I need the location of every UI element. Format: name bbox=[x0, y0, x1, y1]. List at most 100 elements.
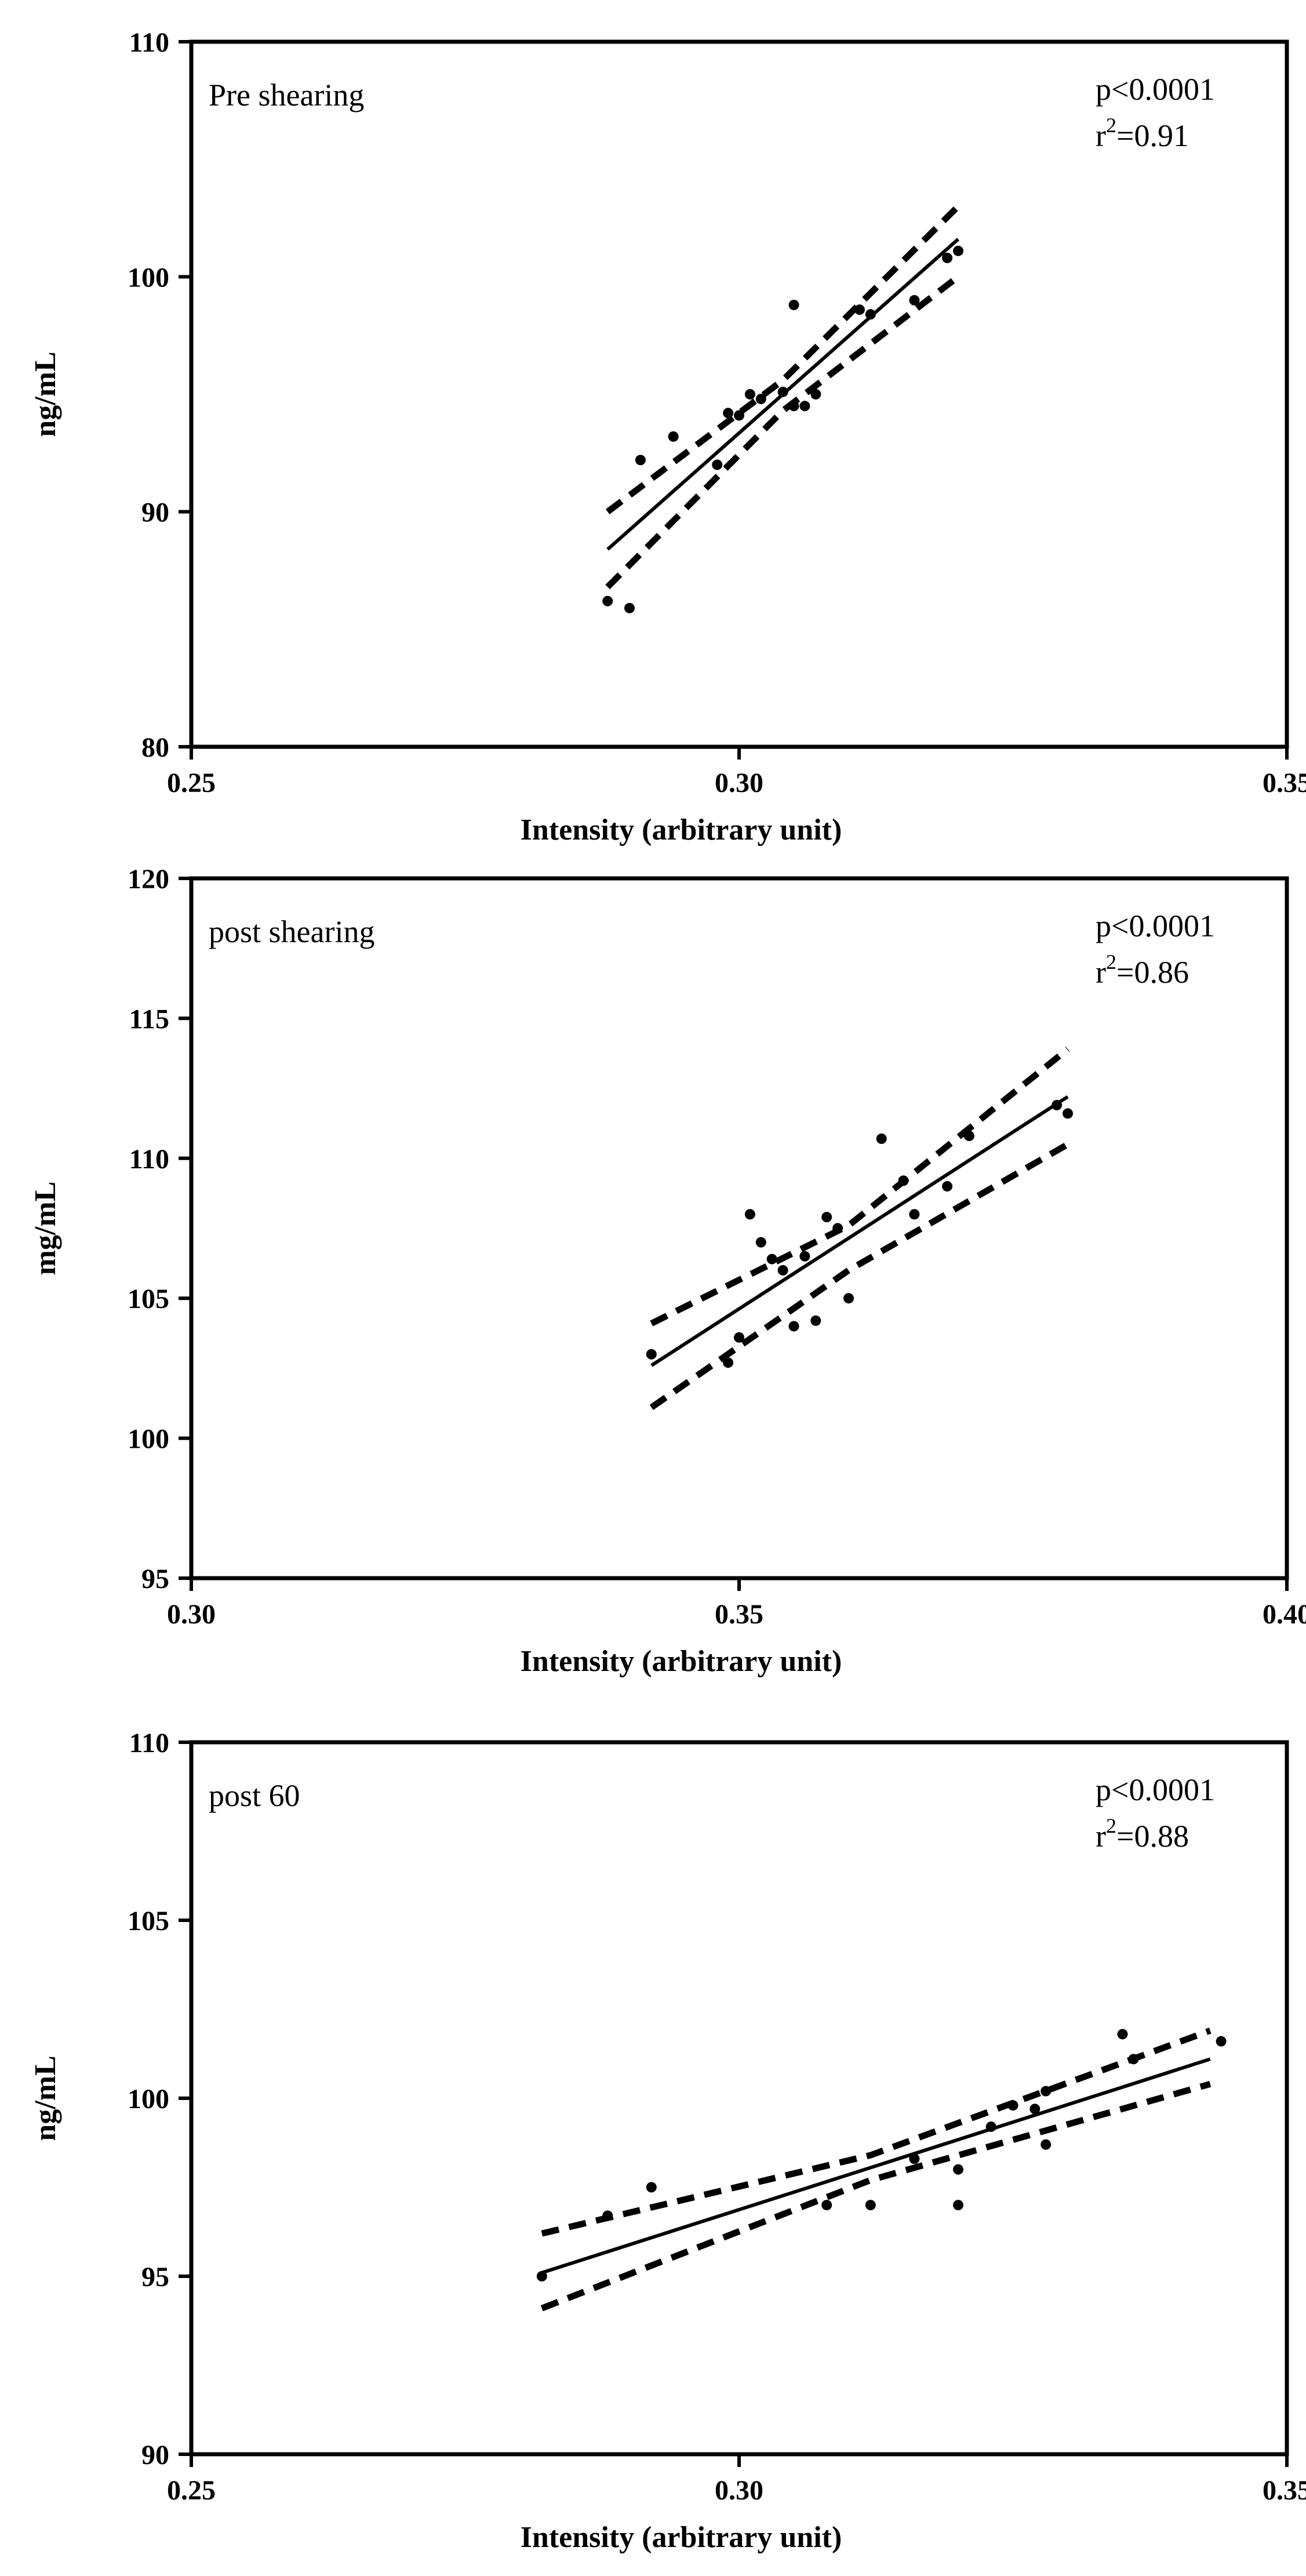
r-squared-text: r2=0.91 bbox=[1096, 114, 1189, 153]
x-tick-label: 0.35 bbox=[715, 1599, 763, 1630]
y-tick-label: 110 bbox=[129, 1728, 169, 1758]
ci-lower-line bbox=[605, 274, 961, 590]
panel-label: post shearing bbox=[209, 914, 374, 949]
x-tick-label: 0.35 bbox=[1263, 2475, 1306, 2506]
y-tick-label: 95 bbox=[141, 1564, 169, 1594]
r-squared-text: r2=0.88 bbox=[1096, 1814, 1189, 1854]
data-point bbox=[734, 1332, 744, 1343]
data-point bbox=[1052, 1100, 1063, 1111]
data-point bbox=[942, 252, 953, 263]
y-tick-label: 90 bbox=[141, 2440, 169, 2470]
regression-line bbox=[650, 1095, 1069, 1367]
x-tick-label: 0.30 bbox=[715, 768, 763, 798]
data-point bbox=[821, 2200, 832, 2211]
y-tick-label: 90 bbox=[141, 497, 169, 528]
x-tick-label: 0.30 bbox=[715, 2475, 763, 2506]
x-tick-label: 0.25 bbox=[167, 768, 216, 798]
r-squared-value: =0.91 bbox=[1116, 118, 1189, 153]
data-point bbox=[755, 394, 766, 405]
r-squared-superscript: 2 bbox=[1106, 114, 1116, 137]
y-tick-label: 100 bbox=[128, 2084, 169, 2114]
chart-panel-1: 80 90 100 110 0.25 0.30 0.35 Intensity (arbitra… bbox=[29, 27, 1306, 846]
data-point bbox=[1029, 2103, 1041, 2114]
data-point bbox=[734, 410, 744, 421]
y-axis-title: ng/mL bbox=[29, 2055, 62, 2141]
r-squared-text: r2=0.86 bbox=[1096, 950, 1189, 990]
data-point bbox=[799, 401, 810, 412]
y-tick-label: 120 bbox=[128, 864, 169, 895]
p-value-text: p<0.0001 bbox=[1096, 72, 1215, 107]
x-tick-label: 0.25 bbox=[167, 2475, 216, 2506]
r-squared-superscript: 2 bbox=[1106, 1814, 1116, 1837]
x-tick-label: 0.30 bbox=[167, 1599, 216, 1630]
data-point bbox=[766, 1254, 777, 1265]
r-squared-prefix: r bbox=[1096, 118, 1106, 153]
data-point bbox=[1007, 2100, 1018, 2111]
ci-upper-line bbox=[650, 1047, 1070, 1327]
panel-label: post 60 bbox=[209, 1778, 300, 1813]
ci-upper-line bbox=[541, 2028, 1212, 2237]
data-point bbox=[865, 309, 876, 320]
data-point bbox=[854, 304, 865, 315]
y-tick-label: 110 bbox=[129, 27, 169, 58]
panel-label: Pre shearing bbox=[209, 78, 364, 112]
y-tick-label: 100 bbox=[128, 262, 169, 293]
data-point bbox=[624, 602, 635, 613]
y-tick-label: 105 bbox=[128, 1284, 169, 1314]
r-squared-prefix: r bbox=[1096, 955, 1106, 990]
y-tick-label: 100 bbox=[128, 1424, 169, 1455]
x-tick-label: 0.35 bbox=[1263, 768, 1306, 798]
data-point bbox=[788, 1321, 799, 1332]
data-point bbox=[953, 2164, 963, 2175]
x-tick-label: 0.40 bbox=[1263, 1599, 1306, 1630]
data-point bbox=[898, 1175, 909, 1186]
r-squared-prefix: r bbox=[1096, 1819, 1106, 1854]
ci-lower-line bbox=[649, 1141, 1069, 1411]
data-point bbox=[1216, 2036, 1227, 2047]
data-point bbox=[602, 595, 613, 606]
data-point bbox=[744, 389, 755, 399]
data-point bbox=[723, 1357, 734, 1368]
ci-upper-line bbox=[605, 204, 961, 515]
data-point bbox=[668, 431, 679, 442]
x-axis-title: Intensity (arbitrary unit) bbox=[521, 2521, 842, 2554]
x-axis-title: Intensity (arbitrary unit) bbox=[521, 813, 842, 846]
data-point bbox=[1041, 2139, 1052, 2150]
r-squared-superscript: 2 bbox=[1106, 950, 1116, 973]
data-point bbox=[909, 1209, 920, 1220]
data-point bbox=[536, 2271, 547, 2281]
y-tick-label: 115 bbox=[129, 1004, 169, 1034]
regression-line bbox=[541, 2057, 1211, 2275]
data-point bbox=[985, 2121, 996, 2132]
data-point bbox=[1117, 2029, 1128, 2040]
y-axis-title: ng/mL bbox=[29, 351, 62, 437]
data-point bbox=[1128, 2054, 1139, 2065]
data-point bbox=[744, 1209, 755, 1220]
y-axis-title: mg/mL bbox=[29, 1182, 62, 1276]
p-value-text: p<0.0001 bbox=[1096, 909, 1215, 943]
data-point bbox=[909, 295, 920, 306]
data-point bbox=[646, 1349, 657, 1360]
y-tick-label: 110 bbox=[129, 1144, 169, 1175]
r-squared-value: =0.88 bbox=[1116, 1819, 1189, 1854]
x-axis-title: Intensity (arbitrary unit) bbox=[521, 1645, 842, 1678]
chart-panel-3: 90 95 100 105 110 0.25 0.30 0.35 Intensity (arbi… bbox=[29, 1728, 1306, 2554]
data-point bbox=[602, 2210, 613, 2221]
data-point bbox=[646, 2182, 657, 2193]
data-point bbox=[953, 2200, 963, 2211]
data-point bbox=[843, 1293, 854, 1304]
data-point bbox=[821, 1212, 832, 1223]
data-point bbox=[865, 2200, 876, 2211]
data-point bbox=[712, 459, 723, 470]
data-point bbox=[953, 245, 963, 256]
data-point bbox=[810, 1315, 821, 1326]
data-point bbox=[832, 1223, 843, 1234]
data-point bbox=[777, 386, 788, 397]
r-squared-value: =0.86 bbox=[1116, 955, 1189, 990]
data-point bbox=[777, 1265, 788, 1276]
chart-panel-2: 95 100 105 110 115 120 0.30 0.35 0.40 Intensity (… bbox=[29, 864, 1306, 1678]
data-point bbox=[788, 401, 799, 412]
data-point bbox=[909, 2153, 920, 2164]
y-tick-label: 80 bbox=[141, 732, 169, 763]
